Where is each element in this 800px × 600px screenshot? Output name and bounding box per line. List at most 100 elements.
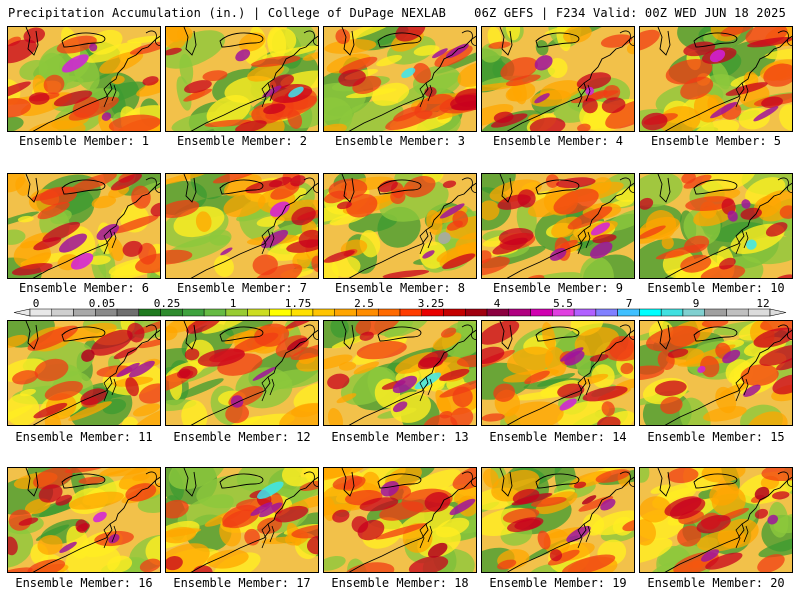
ensemble-member-caption: Ensemble Member: 4 [479, 134, 637, 148]
ensemble-member-caption: Ensemble Member: 9 [479, 281, 637, 295]
ensemble-member-caption: Ensemble Member: 5 [637, 134, 795, 148]
colorbar-segment [639, 308, 662, 317]
colorbar-segment [595, 308, 618, 317]
run-valid-time: 06Z GEFS | F234 Valid: 00Z WED JUN 18 20… [474, 6, 786, 20]
colorbar-min-arrow [13, 308, 31, 317]
ensemble-member-caption: Ensemble Member: 16 [5, 576, 163, 590]
ensemble-member-map [7, 173, 161, 279]
ensemble-member-map [639, 26, 793, 132]
colorbar-segment [508, 308, 531, 317]
precipitation-colorbar [13, 308, 787, 317]
member-label: Ensemble Member: [647, 430, 771, 444]
colorbar-segment [726, 308, 749, 317]
coastline [506, 35, 634, 131]
ensemble-member-caption: Ensemble Member: 20 [637, 576, 795, 590]
colorbar-segment [138, 308, 161, 317]
colorbar-segment [29, 308, 53, 317]
precip-field [8, 321, 160, 425]
member-number: 17 [296, 576, 311, 590]
member-number: 12 [296, 430, 311, 444]
colorbar-tick-label: 0.25 [153, 297, 181, 310]
coastline [32, 329, 160, 425]
member-label: Ensemble Member: [647, 281, 771, 295]
ensemble-member-map [481, 320, 635, 426]
colorbar-segment [203, 308, 227, 317]
precip-field [482, 174, 634, 278]
precip-field [324, 321, 476, 425]
great-lakes-outline [693, 179, 738, 195]
member-number: 10 [770, 281, 785, 295]
colorbar-tick-label: 0.05 [88, 297, 116, 310]
ensemble-member-map [165, 320, 319, 426]
member-number: 3 [457, 134, 466, 148]
colorbar-tick-label: 3.25 [417, 297, 445, 310]
colorbar-segment [465, 308, 488, 317]
ensemble-member-map [323, 26, 477, 132]
coastline [32, 182, 160, 278]
precip-field [324, 174, 476, 278]
ensemble-member-caption: Ensemble Member: 2 [163, 134, 321, 148]
great-lakes-outline [693, 473, 738, 489]
ensemble-member-map [7, 467, 161, 573]
great-lakes-outline [219, 179, 264, 195]
member-number: 11 [138, 430, 153, 444]
great-lakes-outline [693, 32, 738, 48]
colorbar-segment [704, 308, 727, 317]
colorbar-segment [573, 308, 597, 317]
coastline [190, 329, 318, 425]
member-number: 16 [138, 576, 153, 590]
colorbar-segment [443, 308, 466, 317]
coastline [32, 35, 160, 131]
colorbar-segment [530, 308, 553, 317]
ensemble-member-map [323, 467, 477, 573]
colorbar-tick-label: 4 [493, 297, 501, 310]
colorbar-tick-label: 0 [32, 297, 40, 310]
colorbar-segment [312, 308, 335, 317]
member-label: Ensemble Member: [176, 281, 300, 295]
precip-field [640, 174, 792, 278]
precip-field [324, 468, 476, 572]
great-lakes-outline [535, 32, 580, 48]
member-label: Ensemble Member: [331, 430, 455, 444]
member-number: 2 [299, 134, 308, 148]
colorbar-segment [660, 308, 684, 317]
precip-field [482, 27, 634, 131]
great-lakes-outline [61, 179, 106, 195]
ensemble-member-caption: Ensemble Member: 15 [637, 430, 795, 444]
colorbar-segment [747, 308, 771, 317]
ensemble-member-map [639, 173, 793, 279]
member-number: 19 [612, 576, 627, 590]
precip-field [640, 27, 792, 131]
coastline [348, 476, 476, 572]
ensemble-member-caption: Ensemble Member: 17 [163, 576, 321, 590]
member-label: Ensemble Member: [492, 281, 616, 295]
precip-field [8, 27, 160, 131]
coastline [664, 476, 792, 572]
colorbar-segment [421, 308, 444, 317]
colorbar-tick-label: 12 [756, 297, 770, 310]
member-label: Ensemble Member: [173, 430, 297, 444]
member-label: Ensemble Member: [15, 576, 139, 590]
precip-field [166, 321, 318, 425]
coastline [348, 329, 476, 425]
colorbar-tick-label: 5.5 [553, 297, 573, 310]
great-lakes-outline [693, 326, 738, 342]
precip-field [166, 174, 318, 278]
coastline [664, 329, 792, 425]
ensemble-member-map [165, 173, 319, 279]
ensemble-member-caption: Ensemble Member: 14 [479, 430, 637, 444]
member-number: 14 [612, 430, 627, 444]
coastline [506, 182, 634, 278]
ensemble-member-caption: Ensemble Member: 10 [637, 281, 795, 295]
ensemble-member-caption: Ensemble Member: 19 [479, 576, 637, 590]
member-label: Ensemble Member: [173, 576, 297, 590]
colorbar-segment [399, 308, 423, 317]
member-number: 20 [770, 576, 785, 590]
colorbar-segment [116, 308, 140, 317]
colorbar-segment [247, 308, 270, 317]
member-number: 1 [141, 134, 150, 148]
colorbar-segment [51, 308, 74, 317]
colorbar-segment [73, 308, 96, 317]
colorbar-tick-label: 1.75 [284, 297, 312, 310]
precip-field [324, 27, 476, 131]
